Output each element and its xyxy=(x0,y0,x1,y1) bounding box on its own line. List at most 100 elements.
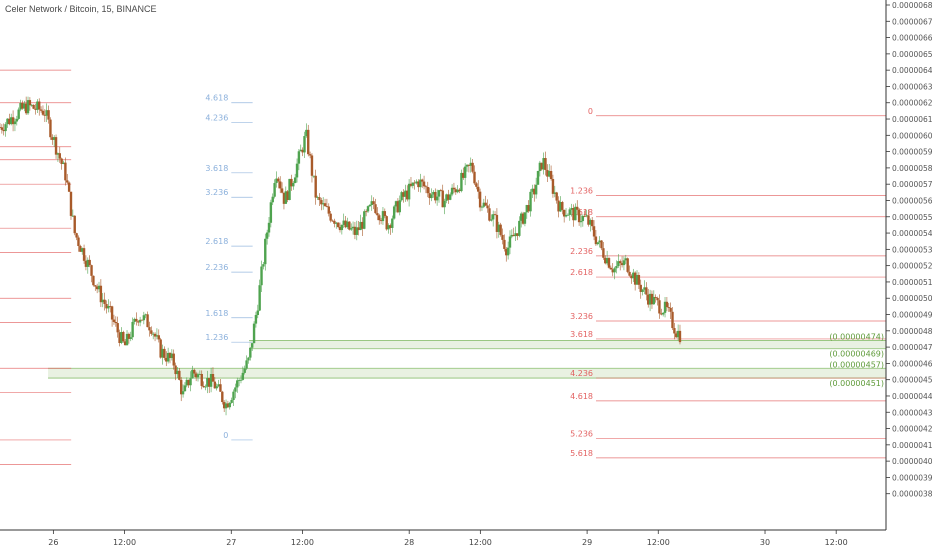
candle xyxy=(469,162,472,166)
candle xyxy=(467,164,471,166)
candle xyxy=(142,315,146,321)
candle xyxy=(86,259,89,267)
candle xyxy=(280,188,284,193)
fib-level-label: 2.618 xyxy=(570,268,593,277)
candle xyxy=(193,369,196,374)
candle xyxy=(473,171,476,184)
candle xyxy=(75,233,78,238)
candle xyxy=(632,272,635,279)
candle xyxy=(279,181,282,189)
candle xyxy=(310,155,314,176)
candle xyxy=(512,234,515,237)
candle xyxy=(600,240,603,249)
candle xyxy=(325,206,329,207)
candle xyxy=(574,206,577,221)
candle xyxy=(585,215,588,217)
candle xyxy=(256,310,259,316)
candle xyxy=(478,191,482,208)
candle xyxy=(241,372,245,380)
candle xyxy=(383,211,387,217)
candle xyxy=(447,194,450,200)
candle xyxy=(206,377,209,387)
candle xyxy=(249,347,252,358)
candle xyxy=(336,222,340,228)
candle xyxy=(648,293,652,305)
candle xyxy=(342,220,345,225)
candle xyxy=(430,194,433,199)
candle xyxy=(307,129,310,155)
candle xyxy=(536,171,540,185)
x-tick-label: 28 xyxy=(404,538,414,547)
candle xyxy=(189,378,192,386)
candle xyxy=(598,240,601,243)
candle xyxy=(493,214,497,216)
candle xyxy=(49,119,52,138)
candle xyxy=(611,269,614,273)
candle xyxy=(482,202,486,207)
candle xyxy=(161,348,164,358)
x-tick-label: 30 xyxy=(760,538,770,547)
candle xyxy=(570,207,573,210)
candle xyxy=(293,177,297,183)
candle xyxy=(439,190,443,191)
candle xyxy=(652,296,656,305)
candle xyxy=(138,319,142,323)
candle xyxy=(615,266,618,269)
fib-level-label: 1.236 xyxy=(205,333,228,342)
candle xyxy=(88,259,91,266)
candle xyxy=(561,202,564,210)
candle xyxy=(521,213,525,224)
candle xyxy=(604,257,607,264)
candle xyxy=(596,242,599,245)
candle xyxy=(508,236,512,248)
chart-title: Celer Network / Bitcoin, 15, BINANCE xyxy=(5,4,157,14)
zone-price-label: (0.00000474) xyxy=(829,333,884,342)
candle xyxy=(409,183,413,186)
candle xyxy=(420,179,424,182)
candle xyxy=(555,192,558,201)
candle xyxy=(2,129,5,132)
candle xyxy=(525,205,528,213)
candle xyxy=(262,264,265,267)
candle xyxy=(353,226,357,235)
candle xyxy=(204,386,207,388)
candle xyxy=(303,136,306,153)
candle xyxy=(185,379,189,386)
candle xyxy=(122,331,125,342)
fib-level-label: 1.236 xyxy=(570,187,593,196)
candle xyxy=(301,149,304,153)
candle xyxy=(432,191,435,195)
candle xyxy=(622,260,626,266)
candle xyxy=(518,220,521,236)
candle xyxy=(534,184,538,195)
candle xyxy=(637,275,641,285)
candle xyxy=(471,162,474,172)
candle xyxy=(211,373,215,382)
candle xyxy=(99,285,103,303)
candle xyxy=(178,370,181,380)
candle xyxy=(577,209,581,223)
candle xyxy=(219,384,222,392)
candle xyxy=(273,183,276,197)
candle xyxy=(665,301,669,308)
candle xyxy=(572,207,575,221)
candle xyxy=(127,333,131,339)
fib-level-label: 3.618 xyxy=(205,164,228,173)
y-tick-label: 0.00000380 xyxy=(892,490,932,499)
candle xyxy=(90,265,93,276)
candle xyxy=(613,268,616,273)
candle xyxy=(92,275,95,286)
candle xyxy=(516,233,519,236)
candle xyxy=(441,190,444,208)
candle xyxy=(609,267,613,270)
candle xyxy=(58,153,61,159)
fib-level-label: 4.618 xyxy=(205,94,228,103)
candle xyxy=(387,225,390,230)
candle xyxy=(549,171,553,180)
